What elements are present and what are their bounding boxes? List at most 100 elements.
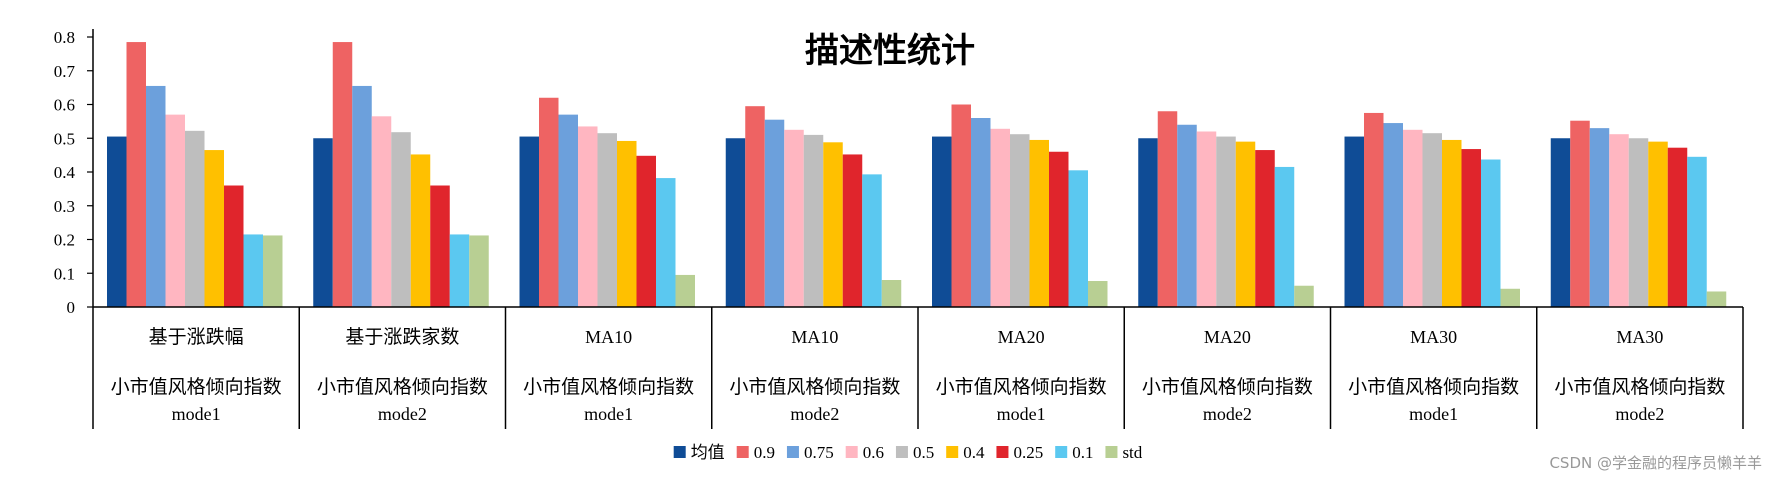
y-axis-ticks: 0 0.1 0.2 0.3 0.4 0.5 0.6 0.7 0.8 xyxy=(54,28,93,317)
watermark: CSDN @学金融的程序员懒羊羊 xyxy=(1549,454,1762,472)
y-tick-label: 0.1 xyxy=(54,264,75,283)
bar-均值-cat7 xyxy=(1344,136,1364,307)
category-label-line3: mode1 xyxy=(584,404,633,424)
legend-swatch-均值 xyxy=(673,446,686,458)
bar-0.25-cat1 xyxy=(224,185,244,307)
category-label-line3: mode1 xyxy=(1409,404,1458,424)
category-label-line2: 小市值风格倾向指数 xyxy=(1348,376,1519,398)
category-label-line1: 基于涨跌家数 xyxy=(345,326,459,348)
bar-0.75-cat6 xyxy=(1177,124,1197,307)
bar-0.75-cat2 xyxy=(352,85,372,307)
bar-均值-cat1 xyxy=(107,136,127,307)
bar-0.25-cat6 xyxy=(1255,150,1275,307)
bar-0.9-cat8 xyxy=(1570,120,1590,307)
y-tick-label: 0.6 xyxy=(54,96,75,115)
bar-0.9-cat7 xyxy=(1364,112,1384,307)
category-label-line3: mode2 xyxy=(378,404,427,424)
bar-0.1-cat8 xyxy=(1687,156,1707,307)
bar-0.1-cat7 xyxy=(1481,159,1501,307)
category-label-line1: MA10 xyxy=(791,327,838,347)
category-label-line1: MA30 xyxy=(1410,327,1457,347)
category-label-line3: mode1 xyxy=(997,404,1046,424)
bar-std-cat8 xyxy=(1706,291,1727,307)
category-label-line3: mode2 xyxy=(1203,404,1252,424)
bar-0.4-cat4 xyxy=(823,142,843,307)
bar-0.6-cat6 xyxy=(1196,131,1217,307)
bar-0.75-cat3 xyxy=(558,114,578,307)
bar-std-cat6 xyxy=(1294,285,1314,307)
bar-0.1-cat5 xyxy=(1068,170,1088,307)
bar-0.75-cat1 xyxy=(146,85,166,307)
bar-0.25-cat8 xyxy=(1667,147,1688,307)
bar-0.1-cat3 xyxy=(656,178,676,307)
category-label-line2: 小市值风格倾向指数 xyxy=(936,376,1107,398)
legend: 均值 0.9 0.75 0.6 0.5 0.4 0.25 0.1 std xyxy=(673,443,1143,463)
y-tick-label: 0.2 xyxy=(54,231,75,250)
legend-swatch-0.6 xyxy=(845,446,858,458)
chart-title: 描述性统计 xyxy=(805,31,975,71)
bar-0.4-cat7 xyxy=(1442,139,1462,307)
bar-0.4-cat2 xyxy=(410,154,431,307)
y-tick-label: 0.5 xyxy=(54,129,75,148)
bar-0.25-cat4 xyxy=(842,154,863,307)
category-label-line1: MA30 xyxy=(1616,327,1663,347)
legend-swatch-0.9 xyxy=(736,446,749,458)
category-label-line3: mode2 xyxy=(790,404,839,424)
bar-0.75-cat4 xyxy=(764,119,785,307)
y-tick-label: 0.7 xyxy=(54,62,76,81)
legend-swatch-0.1 xyxy=(1055,446,1068,458)
legend-label: 0.25 xyxy=(1013,443,1043,462)
y-tick-label: 0.8 xyxy=(54,28,75,47)
bar-std-cat4 xyxy=(881,280,902,307)
legend-swatch-0.5 xyxy=(895,446,908,458)
bar-0.6-cat2 xyxy=(371,116,392,307)
legend-swatch-std xyxy=(1105,446,1118,458)
bar-0.9-cat6 xyxy=(1157,111,1178,307)
bar-0.6-cat8 xyxy=(1609,134,1629,307)
bar-均值-cat8 xyxy=(1550,138,1571,307)
legend-label: 0.75 xyxy=(804,443,834,462)
bar-std-cat1 xyxy=(263,235,283,307)
category-label-line2: 小市值风格倾向指数 xyxy=(111,376,282,398)
bar-std-cat3 xyxy=(675,274,695,307)
category-label-line2: 小市值风格倾向指数 xyxy=(523,376,694,398)
category-label-line2: 小市值风格倾向指数 xyxy=(1142,376,1313,398)
bar-均值-cat6 xyxy=(1138,138,1158,307)
bar-0.6-cat5 xyxy=(990,128,1010,307)
y-tick-label: 0 xyxy=(67,298,76,317)
bar-均值-cat5 xyxy=(932,136,952,307)
legend-swatch-0.4 xyxy=(946,446,959,458)
bar-0.4-cat6 xyxy=(1235,141,1256,307)
bar-0.1-cat2 xyxy=(449,234,470,307)
bar-0.4-cat8 xyxy=(1648,141,1668,307)
legend-swatch-0.75 xyxy=(786,446,799,458)
category-label-line1: MA20 xyxy=(998,327,1045,347)
bar-0.9-cat4 xyxy=(745,106,765,307)
bar-0.5-cat7 xyxy=(1422,133,1442,307)
category-label-line1: 基于涨跌幅 xyxy=(149,326,244,348)
legend-swatch-0.25 xyxy=(996,446,1009,458)
bar-0.9-cat1 xyxy=(126,42,146,308)
category-label-line2: 小市值风格倾向指数 xyxy=(317,376,488,398)
bar-0.1-cat6 xyxy=(1274,166,1295,307)
category-label-line1: MA10 xyxy=(585,327,632,347)
bar-0.5-cat1 xyxy=(185,130,205,307)
bar-0.6-cat1 xyxy=(165,114,185,307)
bar-std-cat2 xyxy=(469,235,489,307)
bar-0.9-cat2 xyxy=(332,42,353,308)
legend-label: 0.4 xyxy=(963,443,985,462)
bar-0.5-cat4 xyxy=(803,134,824,308)
legend-label: 0.6 xyxy=(863,443,884,462)
bar-均值-cat2 xyxy=(313,138,333,307)
bar-0.75-cat5 xyxy=(971,118,991,307)
bar-0.5-cat5 xyxy=(1010,134,1030,307)
bar-0.1-cat4 xyxy=(862,174,882,307)
bar-std-cat7 xyxy=(1500,288,1520,307)
legend-label: 0.1 xyxy=(1072,443,1093,462)
bar-均值-cat4 xyxy=(725,138,746,307)
bar-均值-cat3 xyxy=(519,136,539,307)
bar-0.5-cat8 xyxy=(1628,138,1649,307)
